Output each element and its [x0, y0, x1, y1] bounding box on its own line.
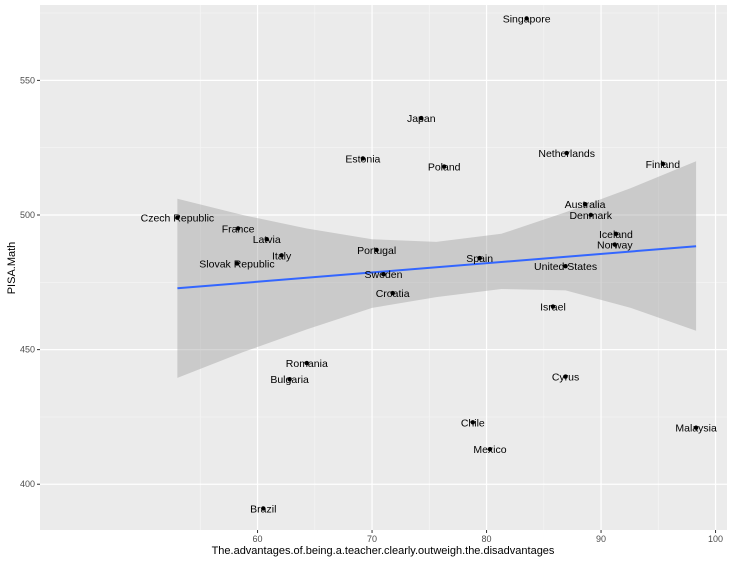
y-tick-label: 450	[20, 345, 35, 355]
data-point	[235, 226, 241, 231]
y-tick-label: 550	[20, 75, 35, 85]
data-point	[304, 360, 309, 366]
data-point	[612, 242, 617, 247]
confidence-band-layer	[177, 161, 697, 378]
data-point	[477, 255, 482, 261]
data-point	[613, 231, 619, 237]
data-point-label: Mexico	[473, 444, 506, 456]
data-point	[441, 164, 447, 169]
data-point	[261, 506, 266, 511]
data-point	[374, 247, 379, 253]
data-point	[287, 377, 292, 382]
data-point-label: Estonia	[345, 153, 380, 165]
points-layer	[175, 16, 699, 511]
point-labels-layer: Singapore Japan Netherlands Estonia Poland Fi…	[141, 13, 717, 515]
data-point	[470, 420, 476, 425]
plot-panel	[40, 5, 727, 530]
data-point-label: Spain	[466, 253, 493, 265]
confidence-band	[177, 161, 697, 378]
data-point	[175, 215, 180, 220]
major-gridlines	[40, 5, 727, 530]
data-point-label: Malaysia	[675, 423, 717, 435]
y-axis-title: PISA.Math	[6, 242, 18, 295]
data-point	[419, 115, 424, 121]
data-point-label: Norway	[597, 240, 633, 252]
data-point-label: Romania	[286, 358, 328, 370]
data-point	[564, 150, 569, 156]
regression-line-layer	[177, 245, 697, 290]
data-point-label: Croatia	[376, 288, 410, 300]
data-point-label: Bulgaria	[270, 374, 309, 386]
y-tick-label: 500	[20, 210, 35, 220]
data-point	[693, 425, 699, 430]
data-point	[550, 304, 556, 309]
y-axis-ticks: 400 450 500 550	[20, 75, 40, 489]
data-point	[487, 447, 493, 452]
x-tick-label: 80	[482, 534, 492, 544]
data-point-label: Italy	[272, 250, 292, 262]
data-point-label: Latvia	[253, 234, 281, 246]
data-point	[524, 16, 529, 21]
data-point	[563, 374, 568, 379]
data-point	[582, 202, 588, 207]
data-point	[264, 237, 269, 242]
x-tick-label: 70	[367, 534, 377, 544]
data-point-label: Japan	[407, 113, 436, 125]
x-axis-title: The.advantages.of.being.a.teacher.clearl…	[212, 545, 555, 557]
data-point-label: Sweden	[365, 269, 403, 281]
data-point	[360, 156, 366, 161]
data-point-label: Slovak Republic	[199, 258, 274, 270]
x-tick-label: 60	[253, 534, 263, 544]
data-point-label: France	[222, 223, 255, 235]
data-point-label: Australia	[565, 199, 606, 211]
data-point	[279, 253, 284, 258]
x-tick-label: 100	[708, 534, 723, 544]
data-point	[660, 161, 666, 167]
y-tick-label: 400	[20, 479, 35, 489]
data-point-label: Israel	[540, 302, 566, 314]
data-point-label: Poland	[428, 162, 461, 174]
data-point-label: United States	[534, 261, 597, 273]
regression-line	[177, 245, 697, 290]
data-point-label: Iceland	[599, 229, 633, 241]
data-point-label: Chile	[461, 417, 485, 429]
data-point-label: Singapore	[503, 13, 551, 25]
data-point	[563, 263, 568, 269]
data-point-label: Cyrus	[552, 372, 579, 384]
x-tick-label: 90	[596, 534, 606, 544]
data-point-label: Netherlands	[538, 148, 595, 160]
data-point	[234, 261, 240, 266]
x-axis-ticks: 60 70 80 90 100	[253, 530, 723, 544]
data-point	[390, 290, 395, 296]
data-point-label: Portugal	[357, 245, 396, 257]
data-point-label: Finland	[646, 159, 681, 171]
data-point-label: Brazil	[250, 503, 276, 515]
data-point-label: Denmark	[569, 210, 612, 222]
data-point-label: Czech Republic	[141, 213, 215, 225]
data-point	[588, 212, 593, 218]
data-point	[381, 272, 386, 277]
